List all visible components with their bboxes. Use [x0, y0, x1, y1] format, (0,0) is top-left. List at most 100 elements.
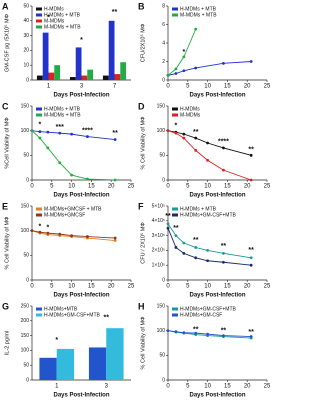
x-tick-label: 0 — [30, 184, 34, 190]
bar — [56, 348, 75, 380]
x-tick-label: 15 — [224, 384, 231, 390]
x-tick-label: 1 — [55, 384, 59, 390]
legend-label: H-MDMs + MTB — [180, 206, 217, 212]
point — [194, 331, 198, 335]
x-axis-label: Days Post-Infection — [189, 93, 245, 99]
y-axis-label: % Cell Viability of MΦ — [4, 216, 10, 269]
bar — [75, 47, 82, 80]
point — [182, 251, 186, 255]
x-tick-label: 20 — [244, 84, 251, 90]
legend-label: H-MDMs + MTB — [180, 6, 217, 12]
legend-label: H-MDMs+GM-CSF — [180, 312, 222, 318]
y-tick-label: 3×10⁵ — [152, 233, 165, 239]
bar — [102, 75, 109, 80]
panel-label: A — [2, 1, 9, 11]
legend-swatch — [172, 13, 178, 17]
y-tick-label: 2×10⁵ — [152, 248, 165, 254]
point — [249, 335, 253, 338]
annotation: ** — [221, 243, 227, 250]
legend-swatch — [36, 207, 42, 211]
y-tick-label: 250 — [21, 303, 30, 309]
point — [182, 241, 186, 245]
point — [182, 132, 186, 136]
point — [249, 263, 253, 267]
y-tick-label: 0 — [26, 277, 29, 283]
point — [113, 239, 117, 242]
series-line — [167, 130, 252, 181]
y-axis-label: CFU/2X10⁵ MΦ — [139, 23, 146, 62]
x-tick-label: 10 — [204, 284, 211, 290]
legend-swatch — [36, 13, 42, 17]
point — [174, 330, 178, 334]
legend-label: M-MDMs+GMCSF + MTB — [44, 206, 102, 212]
x-tick-label: 10 — [204, 184, 211, 190]
point — [70, 234, 73, 238]
y-axis-label: IL-2 pg/ml — [4, 331, 10, 355]
legend-label: M-MDMs + MTB — [44, 24, 81, 30]
legend-swatch — [36, 107, 42, 111]
x-tick-label: 10 — [68, 284, 75, 290]
point — [206, 141, 210, 145]
point — [222, 146, 225, 150]
annotation: ** — [165, 213, 171, 220]
annotation: ** — [221, 328, 227, 335]
point — [182, 331, 186, 335]
point — [249, 60, 253, 63]
legend-label: M-MDMs + MTB — [180, 12, 217, 18]
bar — [120, 62, 127, 80]
bar — [69, 77, 76, 80]
point — [249, 153, 253, 157]
point — [86, 235, 89, 238]
bar — [81, 75, 88, 80]
bar — [36, 75, 43, 80]
point — [166, 73, 170, 77]
point — [222, 61, 225, 65]
x-tick-label: 15 — [224, 184, 231, 190]
x-tick-label: 0 — [166, 284, 170, 290]
annotation: * — [46, 225, 49, 232]
y-tick-label: 150 — [21, 333, 30, 339]
point — [86, 135, 89, 138]
point — [38, 136, 42, 140]
point — [194, 27, 198, 31]
legend-label: H-MDMs + MTB — [44, 106, 81, 112]
legend-label: M-MDMs — [180, 112, 201, 118]
legend-swatch — [172, 207, 178, 211]
point — [38, 130, 42, 134]
y-tick-label: 150 — [21, 203, 30, 209]
legend-label: H-MDMs+GM-CSF+MTB — [44, 312, 100, 318]
y-tick-label: 50 — [23, 153, 29, 159]
point — [113, 178, 117, 182]
point — [113, 138, 117, 141]
series-line — [167, 223, 252, 259]
y-tick-label: 200 — [21, 318, 30, 324]
x-tick-label: 0 — [30, 284, 34, 290]
annotation: ** — [173, 225, 179, 232]
x-axis-label: Days Post-Infection — [189, 393, 245, 399]
y-tick-label: 50 — [159, 353, 165, 359]
bar — [48, 72, 55, 80]
bar — [108, 20, 115, 80]
annotation: ** — [193, 237, 199, 244]
point — [166, 222, 170, 226]
x-tick-label: 0 — [166, 184, 170, 190]
point — [174, 246, 178, 249]
legend-label: H-MDMs — [44, 6, 64, 12]
annotation: **** — [218, 138, 229, 145]
point — [38, 230, 42, 234]
y-tick-label: 5×10⁵ — [152, 203, 165, 209]
x-tick-label: 0 — [166, 384, 170, 390]
x-tick-label: 20 — [244, 384, 251, 390]
y-axis-label: % Cell Viability of MΦ — [140, 116, 146, 169]
point — [58, 232, 62, 236]
legend-swatch — [36, 7, 42, 11]
y-tick-label: 150 — [157, 103, 166, 109]
x-tick-label: 5 — [186, 284, 190, 290]
point — [86, 177, 89, 181]
point — [30, 229, 34, 233]
x-tick-label: 1 — [47, 84, 51, 90]
x-tick-label: 15 — [88, 284, 95, 290]
series-line — [31, 130, 116, 140]
x-tick-label: 5 — [50, 284, 54, 290]
annotation: * — [39, 224, 42, 231]
